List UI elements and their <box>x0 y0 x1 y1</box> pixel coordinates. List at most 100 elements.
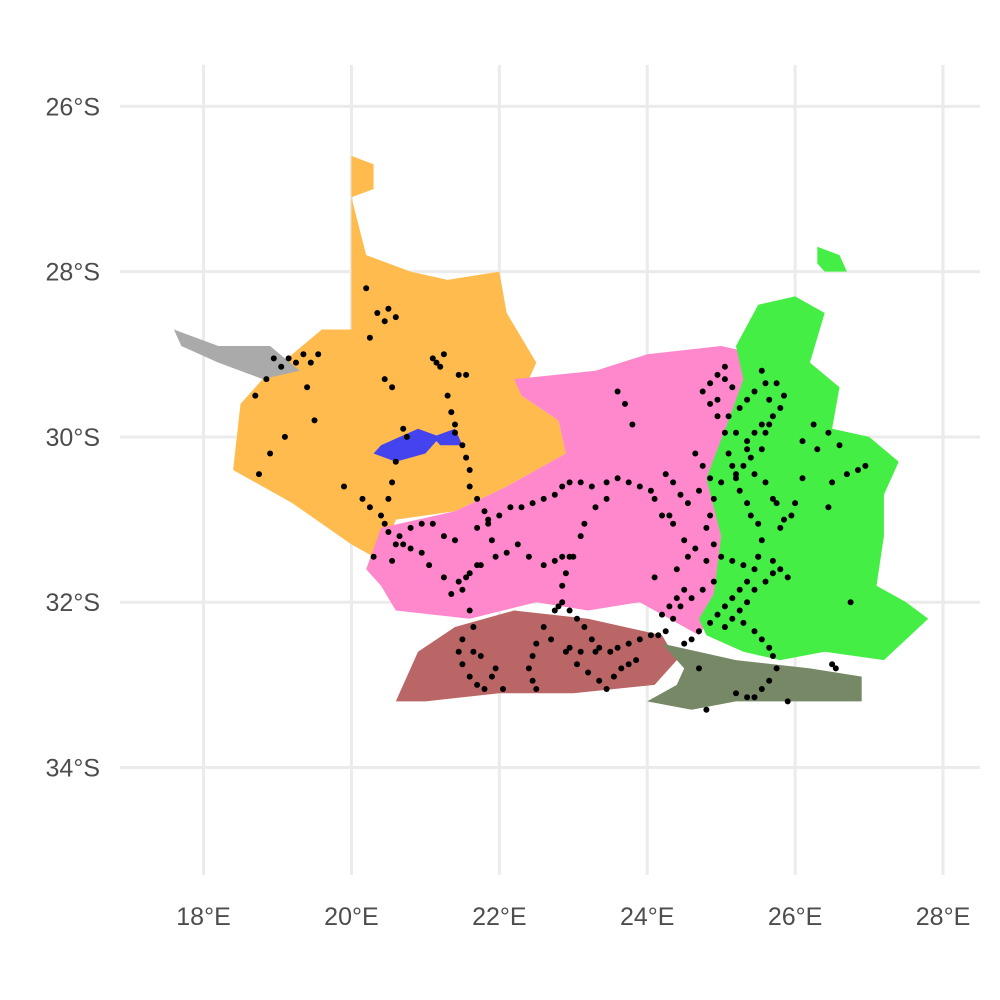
sample-point-83 <box>507 504 514 511</box>
sample-point-52 <box>485 520 492 527</box>
y-tick-label-4: 34°S <box>46 755 100 783</box>
sample-point-207 <box>736 607 743 614</box>
sample-point-195 <box>710 541 717 548</box>
sample-point-283 <box>673 595 680 602</box>
sample-point-162 <box>721 429 728 436</box>
sample-point-28 <box>381 520 388 527</box>
sample-point-46 <box>466 467 473 473</box>
sample-point-72 <box>407 545 414 552</box>
map-region-1 <box>173 329 300 380</box>
sample-point-266 <box>777 405 784 411</box>
y-tick-label-1: 28°S <box>46 259 100 287</box>
sample-point-125 <box>647 632 654 639</box>
sample-point-134 <box>562 648 569 655</box>
sample-point-73 <box>400 541 407 548</box>
sample-point-5 <box>293 359 299 366</box>
sample-point-39 <box>440 351 447 358</box>
sample-point-40 <box>444 392 451 399</box>
sample-point-156 <box>500 686 506 692</box>
sample-point-56 <box>455 578 462 585</box>
sample-point-222 <box>829 661 836 668</box>
sample-point-194 <box>703 524 710 531</box>
sample-point-100 <box>681 537 688 544</box>
sample-point-13 <box>304 384 311 391</box>
sample-point-223 <box>832 665 839 672</box>
sample-point-18 <box>392 314 399 321</box>
sample-point-59 <box>492 553 499 560</box>
sample-point-265 <box>766 421 773 428</box>
sample-point-255 <box>744 446 751 453</box>
sample-point-158 <box>470 648 477 655</box>
sample-point-6 <box>300 351 307 358</box>
sample-point-157 <box>477 653 484 659</box>
sample-point-206 <box>744 599 751 606</box>
sample-point-173 <box>744 578 751 585</box>
sample-point-30 <box>392 541 399 548</box>
sample-point-111 <box>562 570 569 577</box>
sample-point-64 <box>551 557 558 564</box>
sample-point-130 <box>525 665 532 672</box>
sample-point-277 <box>696 487 702 494</box>
sample-point-89 <box>566 479 573 486</box>
sample-point-25 <box>389 479 396 486</box>
sample-point-68 <box>459 586 466 593</box>
sample-point-63 <box>540 562 547 569</box>
sample-point-36 <box>429 355 436 362</box>
sample-point-267 <box>781 392 787 399</box>
x-tick-label-4: 26°E <box>768 903 822 931</box>
sample-point-149 <box>455 648 462 655</box>
sample-point-282 <box>681 586 688 593</box>
sample-point-169 <box>755 520 762 527</box>
sample-point-80 <box>474 524 481 531</box>
sample-point-109 <box>577 533 584 540</box>
sample-point-57 <box>463 574 470 581</box>
sample-point-281 <box>662 471 669 478</box>
sample-point-274 <box>692 450 699 457</box>
sample-point-41 <box>448 409 455 416</box>
sample-point-106 <box>581 520 588 527</box>
sample-point-78 <box>440 533 447 540</box>
y-tick-label-2: 30°S <box>46 424 100 452</box>
sample-point-220 <box>733 690 739 697</box>
sample-point-19 <box>366 334 373 341</box>
sample-point-227 <box>699 586 706 593</box>
sample-point-164 <box>729 462 736 469</box>
sample-point-7 <box>307 359 314 366</box>
sample-point-148 <box>459 636 466 643</box>
sample-point-155 <box>492 665 499 672</box>
sample-point-26 <box>385 495 392 502</box>
sample-point-236 <box>799 438 806 445</box>
sample-point-92 <box>603 479 610 486</box>
sample-point-35 <box>341 483 347 490</box>
sample-point-121 <box>607 648 614 655</box>
x-tick-label-1: 20°E <box>324 903 378 931</box>
sample-point-49 <box>466 483 473 490</box>
sample-point-15 <box>374 310 381 316</box>
sample-point-101 <box>692 545 699 552</box>
sample-point-251 <box>777 524 784 531</box>
sample-point-183 <box>762 380 769 387</box>
sample-point-44 <box>459 442 466 449</box>
sample-point-71 <box>418 549 425 556</box>
sample-point-184 <box>766 396 773 403</box>
sample-point-86 <box>540 495 547 502</box>
sample-point-81 <box>485 516 492 523</box>
sample-point-242 <box>792 500 799 507</box>
sample-point-32 <box>370 553 377 560</box>
sample-point-205 <box>751 586 758 593</box>
sample-point-189 <box>740 462 747 469</box>
sample-point-192 <box>710 495 717 502</box>
sample-point-103 <box>614 388 621 395</box>
sample-point-129 <box>529 653 536 659</box>
sample-point-188 <box>747 454 754 461</box>
sample-point-62 <box>525 553 532 560</box>
sample-point-175 <box>729 595 736 602</box>
sample-point-84 <box>518 504 525 511</box>
map-region-0 <box>233 155 566 561</box>
sample-point-168 <box>747 512 754 519</box>
map-region-7 <box>373 428 441 462</box>
sample-point-60 <box>503 549 510 556</box>
sample-point-273 <box>721 376 728 383</box>
sample-point-126 <box>655 632 662 639</box>
sample-point-286 <box>651 574 658 581</box>
